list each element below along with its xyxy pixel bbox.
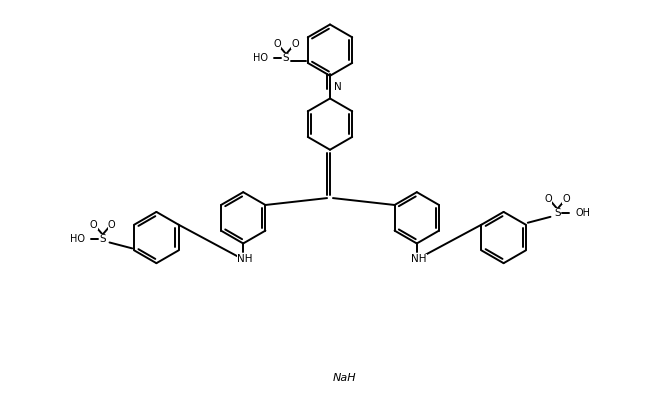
Text: O: O [291, 39, 299, 49]
Text: O: O [544, 194, 552, 204]
Text: O: O [273, 39, 281, 49]
Text: S: S [554, 208, 561, 218]
Text: O: O [108, 220, 115, 230]
Text: NaH: NaH [333, 373, 356, 383]
Text: HO: HO [253, 53, 269, 63]
Text: N: N [334, 82, 342, 92]
Text: NH: NH [411, 254, 426, 264]
Text: O: O [90, 220, 98, 230]
Text: HO: HO [70, 233, 85, 244]
Text: O: O [562, 194, 570, 204]
Text: S: S [282, 53, 289, 63]
Text: NH: NH [238, 254, 253, 264]
Text: S: S [99, 233, 106, 244]
Text: OH: OH [575, 208, 590, 218]
